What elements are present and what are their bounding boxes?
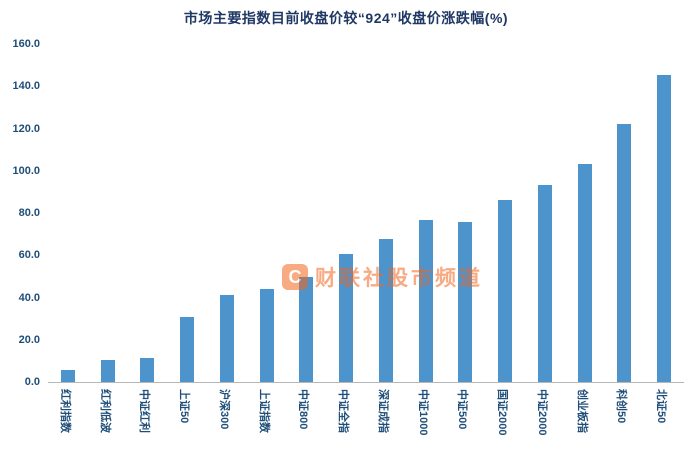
y-axis-tick-label: 140.0 <box>12 80 40 93</box>
bar-column <box>48 44 88 382</box>
y-axis-tick-label: 100.0 <box>12 164 40 177</box>
x-axis-label-cell: 中证800 <box>287 384 327 452</box>
y-axis-tick-label: 160.0 <box>12 38 40 50</box>
y-axis-tick-label: 0.0 <box>24 376 40 388</box>
x-axis-label-cell: 中证红利 <box>128 384 168 452</box>
bar <box>378 239 393 382</box>
bar-column <box>88 44 128 382</box>
x-axis-label-cell: 深证成指 <box>366 384 406 452</box>
bar <box>219 295 234 382</box>
x-axis-label-cell: 沪深300 <box>207 384 247 452</box>
bar <box>299 277 314 382</box>
y-axis-tick-label: 120.0 <box>12 122 40 135</box>
bar-column <box>247 44 287 382</box>
bar-column <box>287 44 327 382</box>
x-axis-label: 沪深300 <box>217 389 230 430</box>
x-axis-label-cell: 中证2000 <box>525 384 565 452</box>
bar-column <box>366 44 406 382</box>
bar <box>577 164 592 382</box>
x-axis-label-cell: 国证2000 <box>485 384 525 452</box>
bar-column <box>525 44 565 382</box>
x-axis-label: 中证全指 <box>337 389 350 433</box>
x-axis-label: 中证800 <box>297 389 310 430</box>
x-axis-label-cell: 中证1000 <box>406 384 446 452</box>
x-axis-label: 中证1000 <box>416 389 429 436</box>
bar-column <box>485 44 525 382</box>
bar-column <box>326 44 366 382</box>
x-axis-label: 国证2000 <box>496 389 509 436</box>
x-axis-label: 红利低波 <box>98 389 111 433</box>
x-axis-label-cell: 中证全指 <box>326 384 366 452</box>
bar-column <box>605 44 645 382</box>
bar <box>418 220 433 382</box>
bar <box>100 359 115 382</box>
x-axis-label: 北证50 <box>655 389 668 424</box>
x-axis-label: 红利指数 <box>58 389 71 433</box>
bar-column <box>207 44 247 382</box>
bars-row <box>48 44 684 382</box>
x-axis-label-cell: 红利低波 <box>88 384 128 452</box>
bar-column <box>167 44 207 382</box>
bar <box>537 184 552 382</box>
bar-column <box>406 44 446 382</box>
chart-title: 市场主要指数目前收盘价较“924”收盘价涨跌幅(%) <box>183 10 509 26</box>
bar-column <box>565 44 605 382</box>
x-axis-label: 科创50 <box>615 389 628 424</box>
bar-column <box>446 44 486 382</box>
x-axis-label-cell: 上证指数 <box>247 384 287 452</box>
bar <box>657 74 672 382</box>
x-axis-label: 中证2000 <box>535 389 548 436</box>
y-axis-tick-label: 20.0 <box>18 333 40 346</box>
y-axis-tick-label: 40.0 <box>18 291 40 304</box>
plot-area: C 财联社股市频道 <box>48 44 684 383</box>
bar <box>339 254 354 382</box>
x-axis-label-cell: 科创50 <box>605 384 645 452</box>
x-axis-label: 深证成指 <box>376 389 389 433</box>
x-axis-label: 创业板指 <box>575 389 588 433</box>
bar <box>60 369 75 382</box>
bar-column <box>644 44 684 382</box>
x-labels-row: 红利指数 红利低波 中证红利 上证50 沪深300 上证指数 中证800 中证全指 深证成指 中证… <box>48 384 684 452</box>
x-axis-label: 中证500 <box>456 389 469 430</box>
bar-column <box>128 44 168 382</box>
x-axis-label-cell: 中证500 <box>446 384 486 452</box>
y-axis-tick-label: 80.0 <box>18 207 40 219</box>
bar <box>259 289 274 382</box>
y-axis-tick-label: 60.0 <box>18 249 40 262</box>
x-axis-label-cell: 上证50 <box>167 384 207 452</box>
bar <box>180 316 195 382</box>
y-axis: 0.0 20.0 40.0 60.0 80.0 100.0 120.0 140.0 160.0 <box>0 38 42 388</box>
x-axis-label: 中证红利 <box>138 389 151 433</box>
bar <box>458 221 473 382</box>
bar <box>617 124 632 382</box>
bar <box>140 357 155 382</box>
x-axis-label-cell: 创业板指 <box>565 384 605 452</box>
x-axis-label: 上证50 <box>178 389 191 424</box>
x-axis-label-cell: 北证50 <box>644 384 684 452</box>
x-axis-label: 上证指数 <box>257 389 270 433</box>
bar <box>498 200 513 382</box>
x-axis-label-cell: 红利指数 <box>48 384 88 452</box>
